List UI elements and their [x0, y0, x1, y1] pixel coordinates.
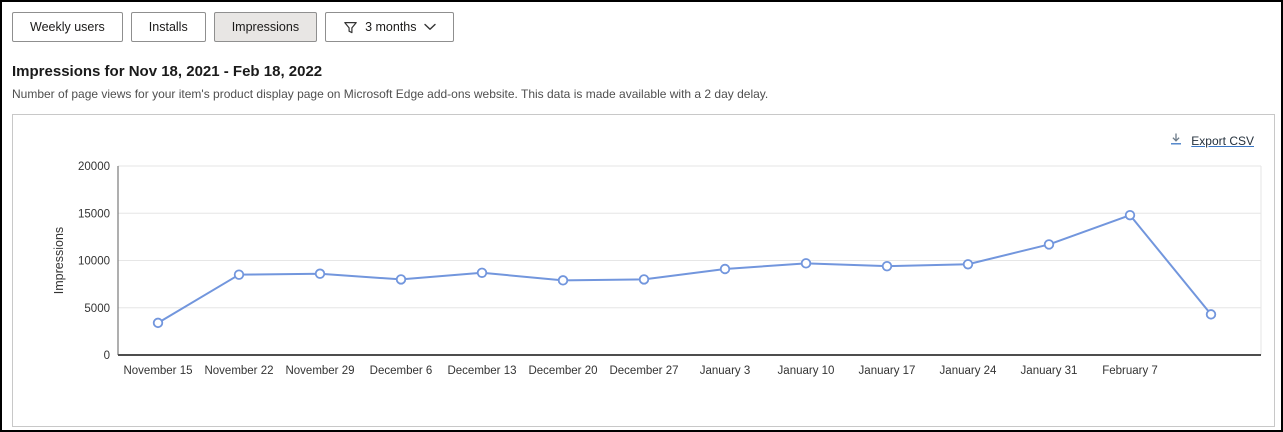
- time-range-value: 3 months: [365, 20, 417, 34]
- x-tick-label: January 10: [778, 365, 835, 377]
- chart-canvas: 0 5000 10000 15000 20000 Impressions November …: [52, 161, 1262, 377]
- data-point-marker: [476, 267, 488, 278]
- x-tick-label: February 7: [1102, 365, 1158, 377]
- page-subtitle: Number of page views for your item's pro…: [12, 87, 769, 101]
- x-tick-label: January 3: [700, 365, 751, 377]
- chart-type-toolbar: Weekly users Installs Impressions 3 mont…: [2, 2, 1281, 42]
- data-point-marker: [395, 274, 407, 285]
- download-icon: [1169, 132, 1183, 149]
- y-tick-label: 10000: [78, 256, 110, 268]
- x-tick-label: November 15: [123, 365, 192, 377]
- weekly-users-button[interactable]: Weekly users: [12, 12, 123, 42]
- x-tick-label: December 6: [370, 365, 433, 377]
- x-tick-label: January 24: [940, 365, 998, 377]
- data-point-marker: [719, 263, 731, 275]
- data-point-marker: [152, 317, 164, 329]
- page-title: Impressions for Nov 18, 2021 - Feb 18, 2…: [12, 63, 323, 80]
- data-point-marker: [1124, 209, 1136, 221]
- data-point-marker: [1043, 239, 1055, 250]
- export-csv-link[interactable]: Export CSV: [1169, 132, 1254, 149]
- impressions-button[interactable]: Impressions: [213, 12, 318, 42]
- x-tick-label: November 29: [285, 365, 354, 377]
- data-point-marker: [557, 275, 569, 286]
- x-tick-label: January 31: [1021, 365, 1078, 377]
- x-tick-label: November 22: [204, 365, 273, 377]
- x-tick-label: January 17: [859, 365, 916, 377]
- data-point-marker: [800, 258, 812, 269]
- chart-panel: Export CSV 0 5000 10000 15000 20000 Impressio…: [12, 114, 1275, 427]
- y-tick-label: 0: [104, 350, 110, 362]
- y-tick-label: 20000: [78, 161, 110, 173]
- data-point-marker: [638, 274, 650, 285]
- data-point-marker: [962, 259, 974, 270]
- time-range-dropdown[interactable]: 3 months: [325, 12, 454, 42]
- y-axis-title: Impressions: [52, 227, 66, 294]
- chevron-down-icon: [423, 23, 436, 31]
- filter-funnel-icon: [343, 20, 358, 35]
- x-tick-label: December 13: [447, 365, 516, 377]
- impressions-line-chart: 0 5000 10000 15000 20000 Impressions November …: [13, 115, 1274, 405]
- x-tick-label: December 20: [528, 365, 597, 377]
- data-point-marker: [314, 268, 326, 279]
- x-tick-label: December 27: [609, 365, 678, 377]
- data-point-marker: [881, 260, 893, 272]
- data-point-marker: [233, 269, 245, 280]
- export-csv-label: Export CSV: [1191, 133, 1254, 148]
- installs-button[interactable]: Installs: [130, 12, 206, 42]
- y-tick-label: 15000: [78, 208, 110, 220]
- y-tick-label: 5000: [84, 303, 110, 315]
- data-point-marker: [1205, 309, 1217, 320]
- line-series: [157, 214, 1212, 324]
